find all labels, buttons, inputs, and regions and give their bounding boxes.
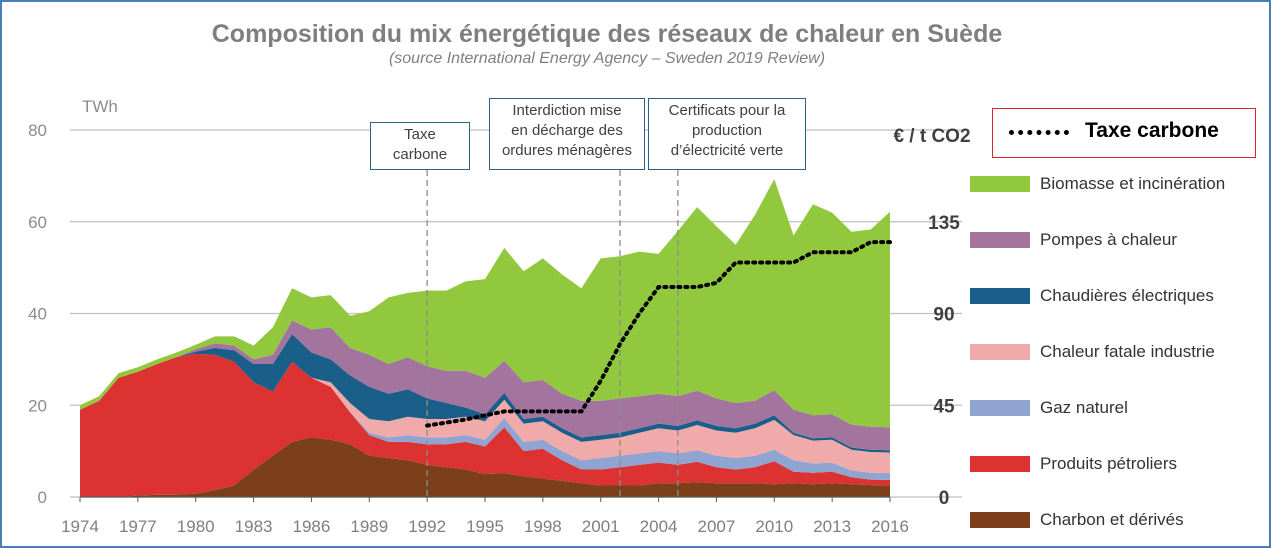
carbon-tax-series bbox=[425, 240, 892, 428]
y2-tick-label: 45 bbox=[933, 396, 955, 417]
area-series-charbon-et-d-riv-s bbox=[80, 437, 890, 497]
y2-axis-label: € / t CO2 bbox=[893, 126, 970, 147]
legend-swatch bbox=[970, 512, 1030, 528]
x-tick-label: 1986 bbox=[293, 517, 331, 536]
legend-item: Chaudières électriques bbox=[970, 284, 1270, 308]
x-tick-label: 2016 bbox=[871, 517, 909, 536]
legend-item: Charbon et dérivés bbox=[970, 508, 1270, 532]
event-lines bbox=[426, 170, 679, 497]
annotation-line: Interdiction mise bbox=[512, 102, 622, 119]
dotted-line-swatch bbox=[1009, 130, 1069, 135]
x-tick-label: 1980 bbox=[177, 517, 215, 536]
annotation-box: Interdiction mise en décharge des ordures … bbox=[489, 98, 645, 170]
annotation-box: Certificats pour la production d’électrici… bbox=[648, 98, 806, 170]
y-tick-label: 0 bbox=[38, 488, 47, 507]
x-tick-label: 2001 bbox=[582, 517, 620, 536]
legend-label: Gaz naturel bbox=[1040, 398, 1128, 417]
x-tick-label: 1977 bbox=[119, 517, 157, 536]
x-tick-label: 1983 bbox=[235, 517, 273, 536]
legend-item: Pompes à chaleur bbox=[970, 228, 1270, 252]
legend-swatch bbox=[970, 400, 1030, 416]
area-series bbox=[80, 179, 890, 497]
area-series-chaudi-res-lectriques bbox=[80, 334, 890, 453]
annotation-box: Taxe carbone bbox=[370, 122, 470, 170]
y2-tick-label: 90 bbox=[933, 305, 954, 326]
legend-label: Chaleur fatale industrie bbox=[1040, 342, 1215, 361]
x-tick-label: 1998 bbox=[524, 517, 562, 536]
y-axis-label: TWh bbox=[82, 97, 118, 116]
annotation-line: production bbox=[691, 122, 763, 139]
carbon-tax-legend: Taxe carbone bbox=[992, 108, 1256, 158]
y2-tick-label: 135 bbox=[928, 213, 960, 234]
legend-item: Biomasse et incinération bbox=[970, 172, 1270, 196]
annotation-line: en décharge des bbox=[511, 122, 623, 139]
area-series-gaz-naturel bbox=[80, 353, 890, 480]
legend-swatch bbox=[970, 344, 1030, 360]
x-tick-label: 2007 bbox=[698, 517, 736, 536]
y-tick-label: 60 bbox=[28, 213, 47, 232]
legend-item: Produits pétroliers bbox=[970, 452, 1270, 476]
legend-label: Produits pétroliers bbox=[1040, 454, 1178, 473]
x-tick-label: 1974 bbox=[61, 517, 99, 536]
annotation-line: ordures ménagères bbox=[501, 142, 633, 159]
legend-swatch bbox=[970, 288, 1030, 304]
chart-title: Composition du mix énergétique des résea… bbox=[211, 20, 1003, 48]
y-tick-label: 20 bbox=[28, 396, 47, 415]
annotation-line: Certificats pour la bbox=[668, 102, 786, 119]
area-series-produits-p-troliers bbox=[80, 353, 890, 497]
legend-label: Charbon et dérivés bbox=[1040, 510, 1184, 529]
area-series-chaleur-fatale-industrie bbox=[80, 353, 890, 474]
legend-label: Biomasse et incinération bbox=[1040, 174, 1226, 193]
x-tick-label: 2004 bbox=[640, 517, 678, 536]
chart-subtitle: (source International Energy Agency – Sw… bbox=[388, 50, 826, 67]
legend-item: Chaleur fatale industrie bbox=[970, 340, 1270, 364]
annotation-line: d’électricité verte bbox=[670, 142, 784, 159]
carbon-tax-legend-label: Taxe carbone bbox=[1085, 119, 1219, 142]
legend-swatch bbox=[970, 232, 1030, 248]
annotation-line: Taxe bbox=[404, 126, 436, 143]
y-tick-label: 40 bbox=[28, 305, 47, 324]
x-tick-label: 2013 bbox=[813, 517, 851, 536]
axes: 0 20 40 60 80 TWh 0 45 90 135 € / t CO2 1974 1977 198… bbox=[28, 97, 970, 536]
x-tick-label: 1989 bbox=[350, 517, 388, 536]
legend-swatch bbox=[970, 176, 1030, 192]
legend-label: Chaudières électriques bbox=[1040, 286, 1214, 305]
area-series-biomasse-et-incin-ration bbox=[80, 179, 890, 428]
legend-item: Gaz naturel bbox=[970, 396, 1270, 420]
x-tick-label: 2010 bbox=[755, 517, 793, 536]
legend-swatch bbox=[970, 456, 1030, 472]
x-tick-label: 1995 bbox=[466, 517, 504, 536]
area-series-pompes-chaleur bbox=[80, 320, 890, 451]
y-tick-label: 80 bbox=[28, 121, 47, 140]
annotation-line: carbone bbox=[392, 146, 448, 163]
y2-tick-label: 0 bbox=[939, 488, 950, 509]
carbon-tax-line bbox=[425, 240, 892, 428]
legend-label: Pompes à chaleur bbox=[1040, 230, 1178, 249]
x-tick-label: 1992 bbox=[408, 517, 446, 536]
